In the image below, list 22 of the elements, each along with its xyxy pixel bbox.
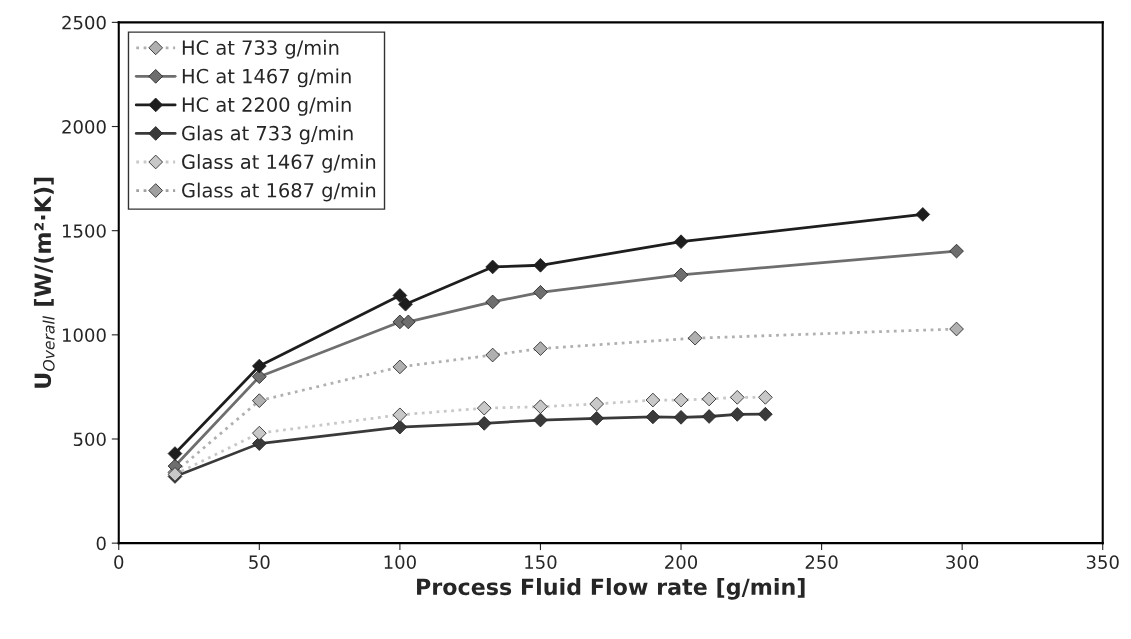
y-axis-title: U$_{Overall}$ [W/(m²·K)] (33, 177, 55, 388)
x-tick-label: 150 (525, 555, 557, 569)
x-tick-label: 200 (665, 555, 698, 569)
legend-label: HC at 733 g/min (182, 39, 339, 59)
x-tick-label: 0 (114, 555, 124, 569)
legend-label: HC at 1467 g/min (182, 68, 351, 88)
legend-label: Glass at 1687 g/min (182, 182, 376, 202)
x-tick-label: 250 (805, 555, 838, 569)
x-axis-title: Process Fluid Flow rate [g/min] (417, 577, 805, 600)
x-tick-label: 50 (249, 555, 270, 569)
y-tick-label: 1500 (62, 224, 106, 238)
y-tick-label: 2500 (62, 15, 106, 30)
y-tick-label: 0 (96, 536, 106, 551)
y-tick-label: 1000 (62, 328, 106, 342)
legend-label: HC at 2200 g/min (182, 96, 351, 116)
x-tick-label: 300 (946, 555, 979, 569)
legend-label: Glas at 733 g/min (182, 125, 353, 145)
legend-label: Glass at 1467 g/min (182, 154, 376, 173)
y-tick-label: 500 (73, 432, 106, 447)
x-tick-label: 350 (1086, 555, 1119, 569)
x-tick-label: 100 (384, 555, 416, 569)
y-tick-label: 2000 (62, 119, 106, 134)
